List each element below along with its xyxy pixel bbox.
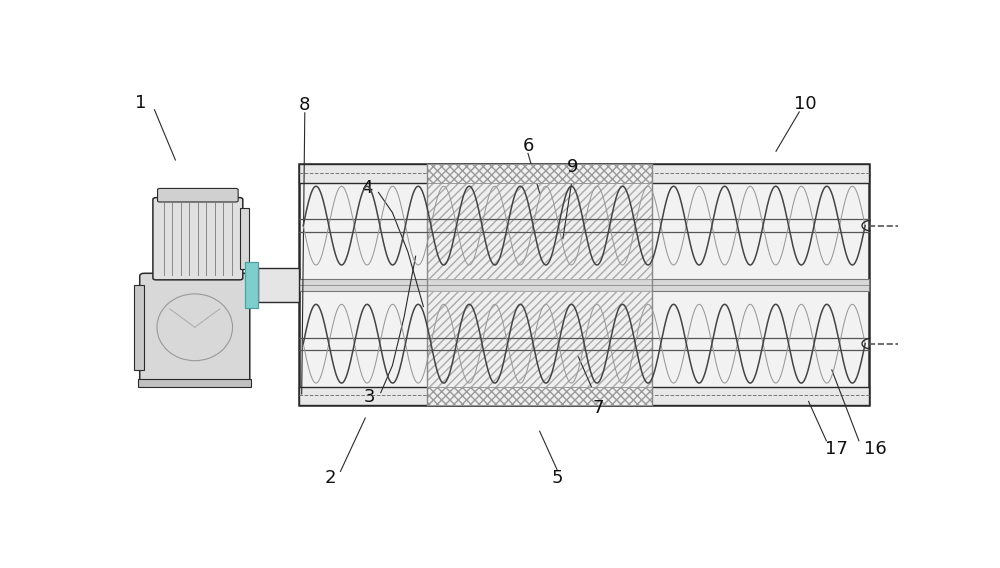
Bar	[427, 291, 652, 387]
FancyBboxPatch shape	[153, 198, 243, 280]
Bar	[258, 268, 299, 302]
Text: 5: 5	[552, 469, 563, 487]
FancyBboxPatch shape	[158, 189, 238, 202]
Text: 8: 8	[299, 97, 310, 114]
Bar	[427, 164, 652, 183]
Text: 1: 1	[135, 94, 146, 112]
Text: 6: 6	[522, 137, 534, 155]
Bar	[134, 285, 144, 370]
Text: 16: 16	[864, 440, 887, 458]
Bar	[299, 387, 869, 405]
Text: 10: 10	[794, 95, 817, 113]
Bar	[427, 183, 652, 278]
Text: 2: 2	[325, 469, 336, 487]
Bar	[427, 387, 652, 405]
Bar	[299, 164, 869, 405]
Text: 7: 7	[592, 399, 604, 417]
Text: 17: 17	[825, 440, 848, 458]
Bar	[299, 164, 869, 183]
FancyBboxPatch shape	[140, 273, 250, 381]
Bar	[138, 379, 251, 387]
Bar	[299, 278, 869, 291]
Text: 3: 3	[363, 388, 375, 406]
Bar	[240, 208, 249, 269]
Text: 4: 4	[361, 179, 373, 197]
Text: 9: 9	[567, 157, 579, 176]
Bar	[245, 261, 258, 308]
